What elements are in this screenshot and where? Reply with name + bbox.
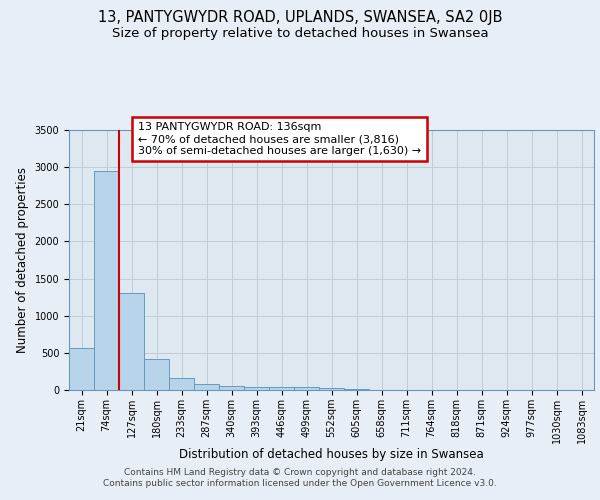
- Text: 13 PANTYGWYDR ROAD: 136sqm
← 70% of detached houses are smaller (3,816)
30% of s: 13 PANTYGWYDR ROAD: 136sqm ← 70% of deta…: [138, 122, 421, 156]
- Y-axis label: Number of detached properties: Number of detached properties: [16, 167, 29, 353]
- Bar: [119, 292, 144, 390]
- Bar: [94, 171, 119, 390]
- Bar: [219, 386, 244, 390]
- Text: Contains HM Land Registry data © Crown copyright and database right 2024.
Contai: Contains HM Land Registry data © Crown c…: [103, 468, 497, 487]
- Bar: [319, 388, 344, 390]
- X-axis label: Distribution of detached houses by size in Swansea: Distribution of detached houses by size …: [179, 448, 484, 462]
- Bar: [244, 386, 269, 390]
- Bar: [144, 359, 169, 390]
- Bar: [169, 378, 194, 390]
- Text: 13, PANTYGWYDR ROAD, UPLANDS, SWANSEA, SA2 0JB: 13, PANTYGWYDR ROAD, UPLANDS, SWANSEA, S…: [98, 10, 502, 25]
- Bar: [294, 388, 319, 390]
- Text: Size of property relative to detached houses in Swansea: Size of property relative to detached ho…: [112, 28, 488, 40]
- Bar: [194, 384, 219, 390]
- Bar: [269, 387, 294, 390]
- Bar: [69, 348, 94, 390]
